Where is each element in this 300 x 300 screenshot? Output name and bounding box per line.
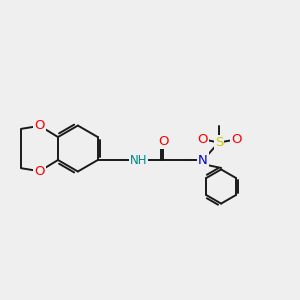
Text: O: O xyxy=(34,119,45,132)
Text: O: O xyxy=(158,135,169,148)
Text: NH: NH xyxy=(130,154,147,166)
Text: O: O xyxy=(198,134,208,146)
Text: N: N xyxy=(198,154,208,166)
Text: O: O xyxy=(232,134,242,146)
Text: S: S xyxy=(215,136,223,149)
Text: O: O xyxy=(34,165,45,178)
